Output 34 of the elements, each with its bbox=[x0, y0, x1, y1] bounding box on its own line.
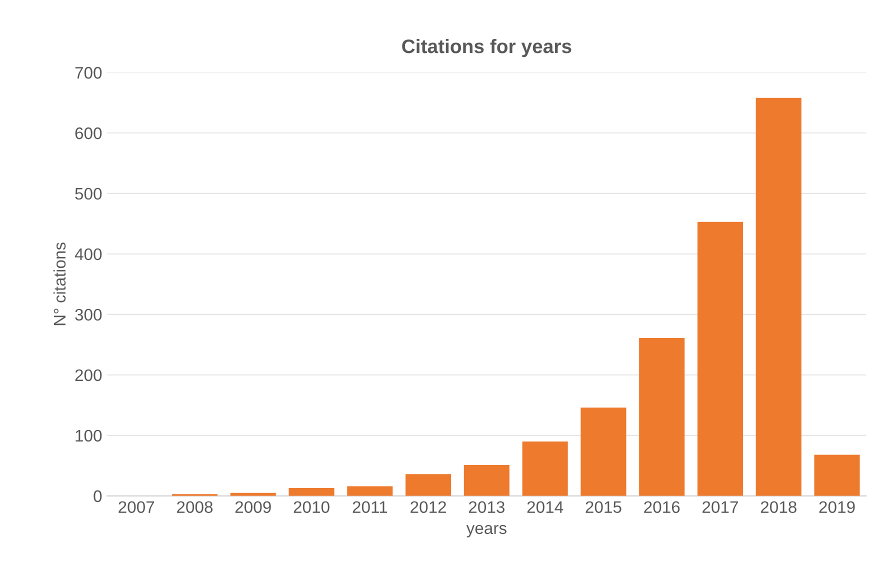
y-tick-label: 200 bbox=[75, 369, 102, 382]
bar bbox=[347, 486, 393, 496]
y-tick-label: 600 bbox=[75, 127, 102, 140]
bar bbox=[288, 488, 334, 496]
x-tick-label: 2014 bbox=[527, 501, 564, 514]
y-tick-label: 300 bbox=[75, 308, 102, 321]
y-tick-label: 400 bbox=[74, 248, 102, 260]
x-tick-label: 2009 bbox=[235, 501, 271, 514]
bar bbox=[406, 474, 452, 496]
bar bbox=[697, 222, 744, 496]
x-tick-label: 2017 bbox=[702, 501, 738, 514]
x-axis-title: years bbox=[466, 524, 506, 538]
x-tick-label: 2015 bbox=[586, 501, 622, 514]
x-tick-label: 2010 bbox=[294, 501, 330, 514]
y-axis-title: N° citations bbox=[53, 242, 66, 326]
x-tick-label: 2019 bbox=[819, 501, 855, 514]
x-tick-label: 2008 bbox=[177, 501, 213, 514]
y-tick-label: 100 bbox=[76, 430, 102, 442]
bar bbox=[580, 408, 626, 496]
x-tick-label: 2016 bbox=[644, 501, 680, 514]
x-tick-label: 2013 bbox=[468, 501, 504, 514]
bar bbox=[464, 465, 510, 496]
y-tick-label: 700 bbox=[75, 66, 102, 79]
bar bbox=[639, 338, 685, 496]
bar bbox=[814, 454, 860, 496]
y-tick-label: 500 bbox=[75, 188, 102, 200]
x-tick-label: 2007 bbox=[118, 501, 154, 514]
y-tick-label: 0 bbox=[94, 490, 102, 502]
x-tick-label: 2018 bbox=[760, 501, 796, 514]
bar bbox=[756, 98, 802, 496]
bar bbox=[522, 441, 568, 496]
x-tick-label: 2012 bbox=[410, 501, 446, 514]
x-tick-label: 2011 bbox=[352, 501, 388, 514]
chart-title: Citations for years bbox=[402, 38, 572, 58]
